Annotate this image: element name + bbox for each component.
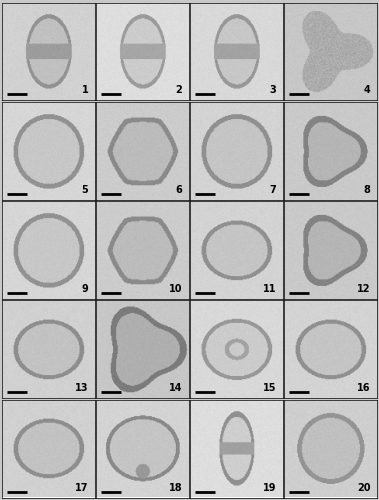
Text: 16: 16 [357,384,371,394]
Text: 1: 1 [81,86,88,96]
Text: 7: 7 [270,184,277,194]
Text: 4: 4 [364,86,371,96]
Text: 17: 17 [75,482,88,492]
Text: 8: 8 [364,184,371,194]
Text: 19: 19 [263,482,277,492]
Text: 18: 18 [169,482,182,492]
Text: 6: 6 [176,184,182,194]
Text: 15: 15 [263,384,277,394]
Text: 5: 5 [81,184,88,194]
Text: 10: 10 [169,284,182,294]
Text: 2: 2 [176,86,182,96]
Text: 12: 12 [357,284,371,294]
Text: 11: 11 [263,284,277,294]
Text: 13: 13 [75,384,88,394]
Text: 20: 20 [357,482,371,492]
Text: 3: 3 [270,86,277,96]
Text: 9: 9 [81,284,88,294]
Text: 14: 14 [169,384,182,394]
